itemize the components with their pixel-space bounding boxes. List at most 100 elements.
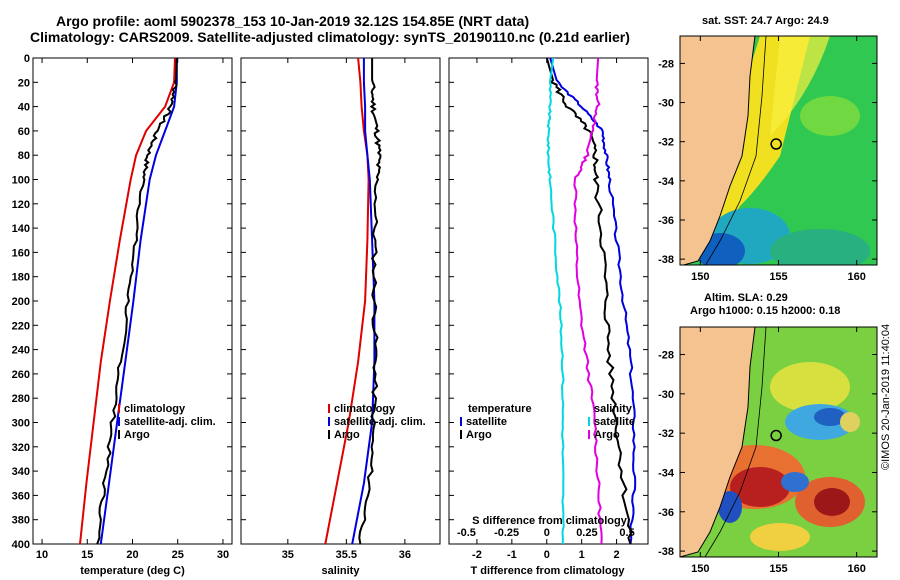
y-tick-label: 0 (24, 53, 30, 65)
y-tick-label: 280 (12, 393, 30, 405)
y-tick-label: 100 (12, 175, 30, 187)
y-tick-label: 40 (18, 102, 30, 114)
legend-salinity-title: salinity (594, 403, 633, 415)
sla-high (750, 523, 810, 551)
legend-T-argo-label: Argo (466, 429, 492, 441)
x-tick-label: 35 (282, 549, 294, 561)
x-tick-label: -2 (472, 549, 482, 561)
climatology-line (79, 57, 176, 545)
panel-difference: -2 -1 0 1 2 T difference from climatology -0.5… (448, 57, 649, 577)
sst-map-title: sat. SST: 24.7 Argo: 24.9 (702, 15, 829, 27)
s-axis-label: S difference from climatology (472, 515, 628, 527)
y-tick-label: 380 (12, 515, 30, 527)
x-tick-label: 35.5 (336, 549, 357, 561)
lon-tick-label: 155 (769, 563, 787, 575)
lon-tick-label: 155 (769, 271, 787, 283)
legend-S-argo-label: Argo (594, 429, 620, 441)
panel-frame (240, 57, 441, 545)
y-tick-label: 160 (12, 247, 30, 259)
y-tick-label: 320 (12, 442, 30, 454)
x-tick-label: 36 (399, 549, 411, 561)
lon-tick-label: 150 (691, 271, 709, 283)
s-tick-label: -0.25 (494, 527, 519, 539)
x-tick-label: 0 (544, 549, 550, 561)
climatology-line (324, 57, 370, 545)
x-tick-label: 25 (172, 549, 184, 561)
y-tick-label: 200 (12, 296, 30, 308)
map-field (680, 327, 877, 557)
s-tick-label: 0.25 (576, 527, 597, 539)
sla-low-core (814, 408, 846, 426)
sla-map-title: Altim. SLA: 0.29 (704, 292, 788, 304)
shelf-contour (704, 327, 767, 557)
sla-low (718, 491, 742, 523)
lat-tick-label: -36 (658, 215, 674, 227)
argo-line (96, 57, 178, 545)
sla-high (770, 362, 850, 412)
map-sla-map: 150 155 160 -28 -30 -32 -34 -36 -38 (658, 326, 878, 575)
x-axis-label: temperature (deg C) (80, 565, 185, 577)
sla-map-subtitle: Argo h1000: 0.15 h2000: 0.18 (690, 305, 841, 317)
y-tick-label: 120 (12, 199, 30, 211)
lat-tick-label: -36 (658, 507, 674, 519)
map-field (680, 36, 877, 265)
chart-title-line2: Climatology: CARS2009. Satellite-adjuste… (30, 29, 630, 45)
satellite-line (99, 58, 178, 545)
x-axis-label: T difference from climatology (470, 565, 625, 577)
y-tick-label: 220 (12, 320, 30, 332)
y-tick-label: 340 (12, 466, 30, 478)
y-tick-label: 80 (18, 150, 30, 162)
legend-satellite-label: satellite-adj. clim. (334, 416, 426, 428)
lat-tick-label: -28 (658, 58, 674, 70)
legend-climatology-label: climatology (124, 403, 186, 415)
argo-float-marker (770, 138, 782, 150)
legend-T-satellite-label: satellite (466, 416, 507, 428)
lat-tick-label: -38 (658, 546, 674, 558)
legend-climatology-label: climatology (334, 403, 396, 415)
S-satellite-line (546, 57, 565, 544)
x-tick-label: 2 (614, 549, 620, 561)
x-axis-label: salinity (322, 565, 361, 577)
y-tick-label: 300 (12, 418, 30, 430)
x-tick-label: 30 (217, 549, 229, 561)
lat-tick-label: -34 (658, 176, 675, 188)
lon-tick-label: 160 (847, 271, 865, 283)
cool-patch (770, 229, 870, 265)
lat-tick-label: -32 (658, 428, 674, 440)
y-tick-label: 60 (18, 126, 30, 138)
shelf-contour (705, 36, 767, 265)
s-tick-label: 0.5 (619, 527, 634, 539)
x-tick-label: 15 (81, 549, 93, 561)
warm-core (770, 36, 830, 136)
lon-tick-label: 160 (847, 563, 865, 575)
y-tick-label: 400 (12, 539, 30, 551)
map-sst-map: 150 155 160 -28 -30 -32 -34 -36 -38 (658, 35, 878, 283)
y-tick-label: 360 (12, 490, 30, 502)
lat-tick-label: -32 (658, 137, 674, 149)
lat-tick-label: -30 (658, 389, 674, 401)
panel-temperature: 10 15 20 25 30020406080100120140160180200220… (12, 53, 233, 577)
legend-argo-label: Argo (124, 429, 150, 441)
s-tick-label: -0.5 (457, 527, 476, 539)
panel-salinity: 35 35.5 36 salinity climatologysatellite-adj… (240, 57, 441, 577)
sla-high (840, 412, 860, 432)
y-tick-label: 260 (12, 369, 30, 381)
s-tick-label: 0 (544, 527, 550, 539)
satellite-line (351, 58, 376, 545)
S-argo-line (573, 57, 603, 545)
y-tick-label: 180 (12, 272, 30, 284)
argo-float-marker (770, 429, 782, 442)
y-tick-label: 20 (18, 77, 30, 89)
argo-line (358, 58, 382, 545)
x-tick-label: 10 (36, 549, 48, 561)
chart-title-line1: Argo profile: aoml 5902378_153 10-Jan-20… (56, 13, 530, 29)
mid-patch (800, 96, 860, 136)
lat-tick-label: -38 (658, 254, 674, 266)
land-australia (680, 36, 756, 265)
lat-tick-label: -30 (658, 98, 674, 110)
sla-high-core (814, 488, 850, 516)
T-argo-line (545, 57, 634, 545)
T-satellite-line (549, 57, 637, 545)
lat-tick-label: -28 (658, 350, 674, 362)
lat-tick-label: -34 (658, 467, 675, 479)
